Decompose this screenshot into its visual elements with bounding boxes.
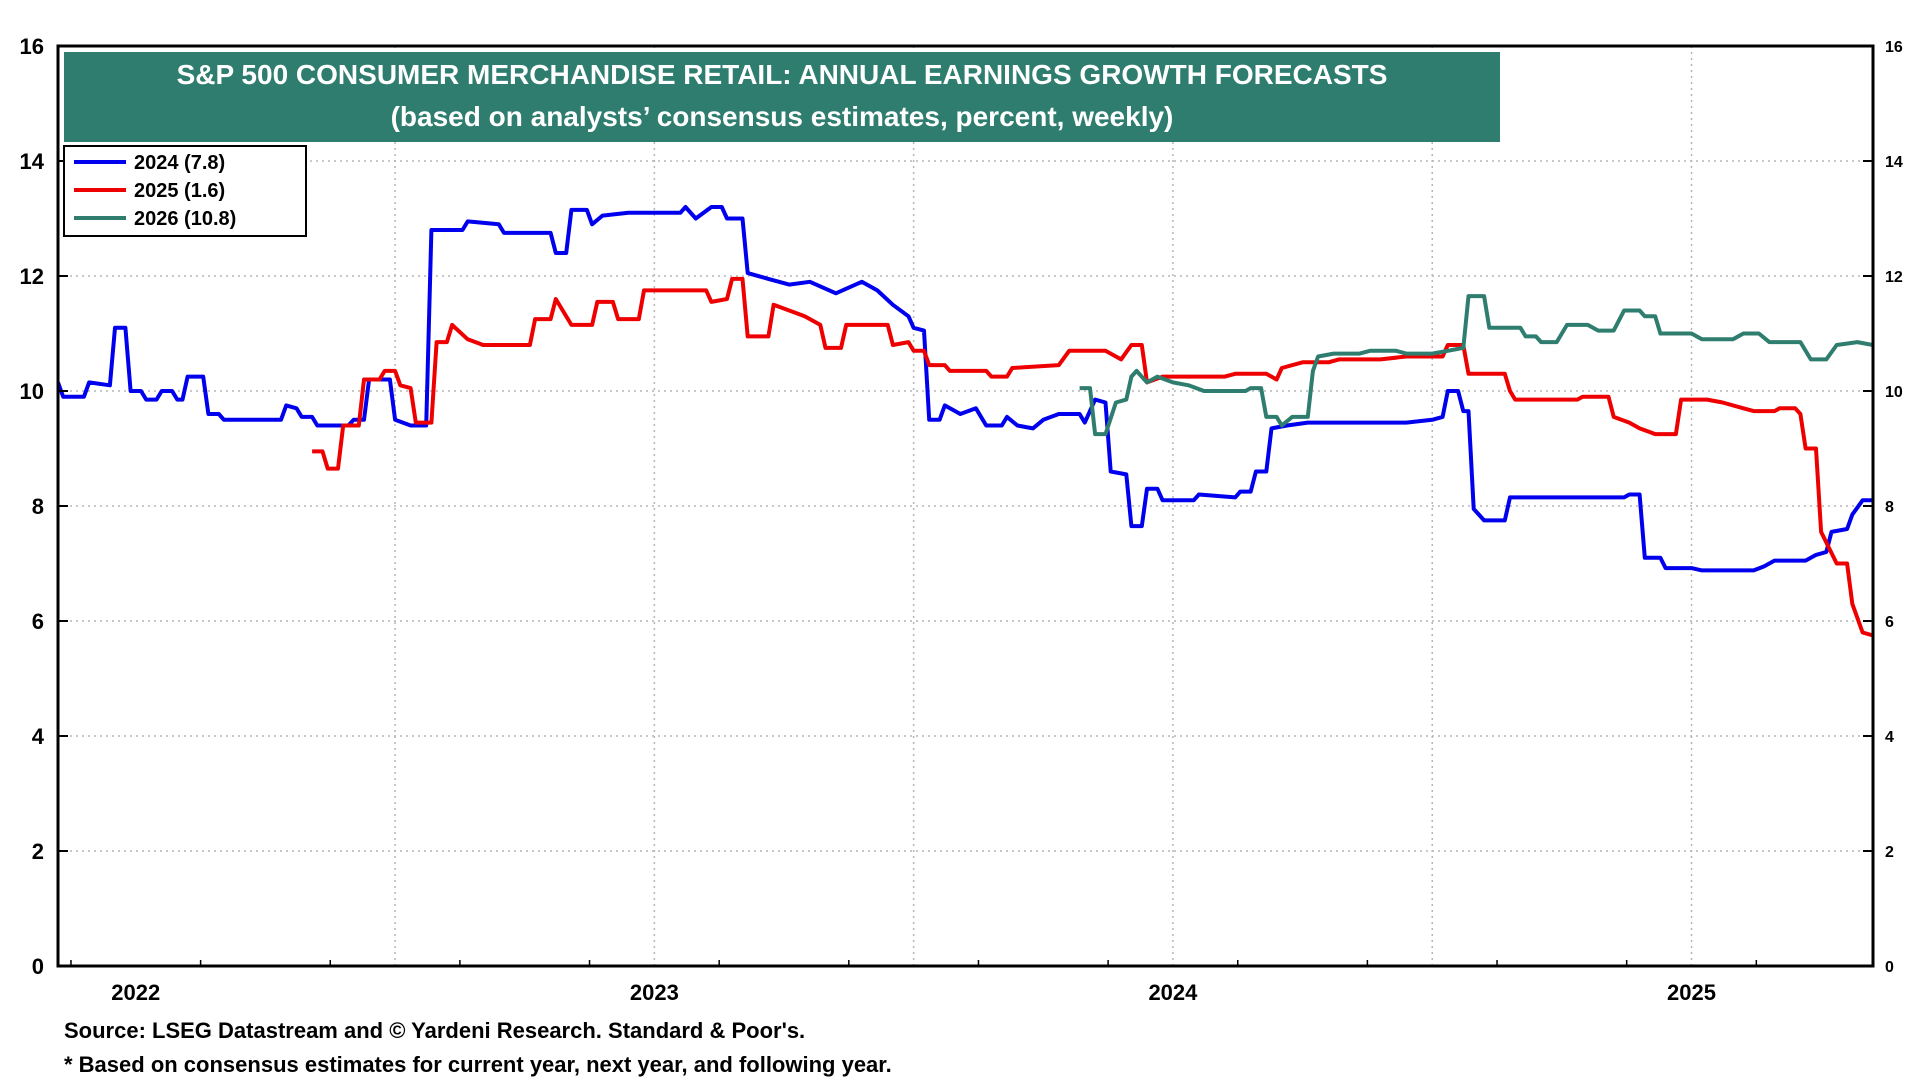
source-note: Source: LSEG Datastream and © Yardeni Re… (64, 1018, 806, 1043)
y-tick-label-right: 2 (1885, 844, 1894, 861)
chart-title: S&P 500 CONSUMER MERCHANDISE RETAIL: ANN… (177, 59, 1388, 90)
legend: 2024 (7.8) 2025 (1.6) 2026 (10.8) (63, 145, 307, 237)
x-tick-label: 2023 (630, 980, 679, 1000)
y-tick-label-right: 0 (1885, 959, 1894, 976)
legend-label: 2026 (10.8) (134, 208, 236, 230)
legend-label: 2024 (7.8) (134, 152, 225, 174)
y-tick-label-left: 6 (32, 609, 44, 634)
footnote: * Based on consensus estimates for curre… (64, 1052, 892, 1077)
y-tick-label-left: 12 (20, 264, 44, 289)
y-tick-label-right: 10 (1885, 384, 1903, 401)
y-tick-label-left: 14 (20, 149, 45, 174)
y-tick-label-right: 16 (1885, 39, 1903, 56)
y-tick-label-right: 12 (1885, 269, 1903, 286)
y-tick-label-left: 4 (32, 724, 45, 749)
y-tick-label-left: 16 (20, 34, 44, 59)
y-tick-label-left: 0 (32, 954, 44, 979)
y-tick-label-right: 8 (1885, 499, 1894, 516)
gridlines (58, 46, 1873, 966)
title-box (64, 52, 1500, 142)
series-line-2 (312, 276, 1873, 638)
y-tick-label-right: 6 (1885, 614, 1894, 631)
y-tick-label-right: 14 (1885, 154, 1903, 171)
y-tick-label-right: 4 (1885, 729, 1894, 746)
y-tick-label-left: 2 (32, 839, 44, 864)
axes-layer: 0 0 2 2 4 4 6 6 8 8 10 10 12 12 14 14 16 16 2022 2023 2024 20… (20, 34, 1903, 1000)
legend-label: 2025 (1.6) (134, 180, 225, 202)
series-line-1 (58, 205, 1873, 573)
earnings-growth-chart: 0 0 2 2 4 4 6 6 8 8 10 10 12 12 14 14 16 16 2022 2023 2024 20… (20, 34, 1903, 1000)
x-tick-label: 2022 (111, 980, 160, 1000)
chart-subtitle: (based on analysts’ consensus estimates,… (391, 101, 1174, 132)
series-layer (58, 205, 1873, 638)
y-tick-label-left: 8 (32, 494, 44, 519)
x-tick-label: 2025 (1667, 980, 1716, 1000)
series-line-3 (1079, 294, 1873, 437)
y-tick-label-left: 10 (20, 379, 44, 404)
x-tick-label: 2024 (1148, 980, 1198, 1000)
